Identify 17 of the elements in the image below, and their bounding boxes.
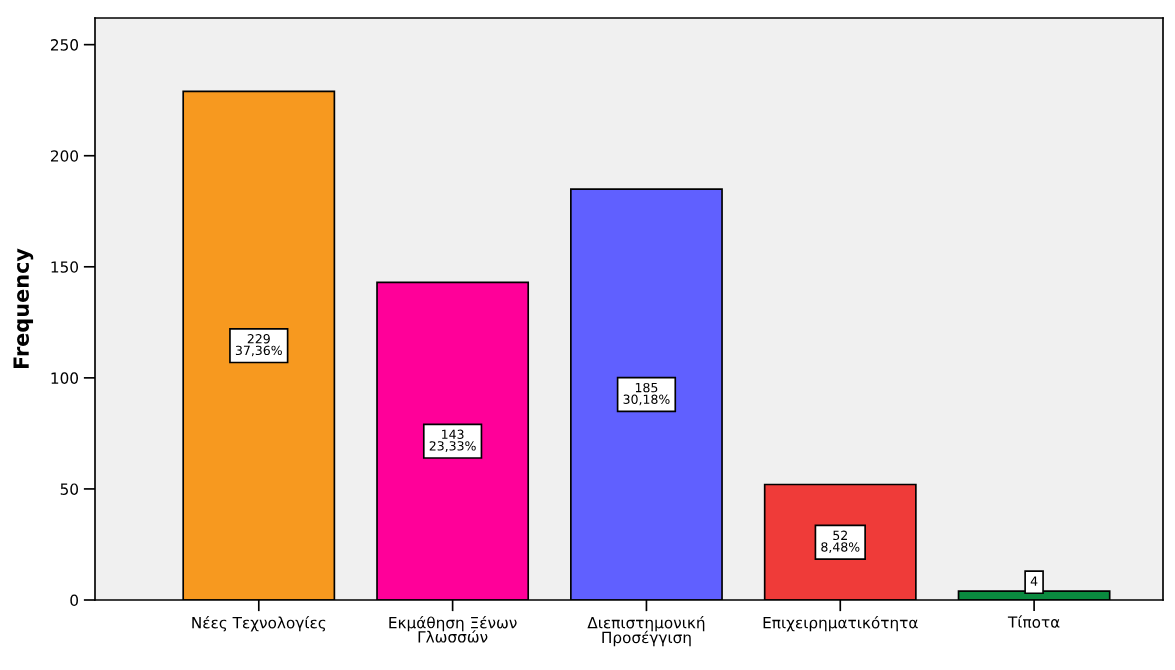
- x-tick-label: Εκμάθηση Ξένων Γλωσσών: [389, 615, 517, 643]
- y-tick-label: 50: [60, 483, 79, 495]
- y-tick-label: 250: [50, 39, 79, 51]
- data-label: 4: [1030, 576, 1038, 586]
- data-label: 229 37,36%: [235, 334, 282, 357]
- y-tick-label: 100: [51, 372, 79, 384]
- x-tick-label: Επιχειρηματικότητα: [763, 615, 918, 632]
- x-tick-label: Τίποτα: [1007, 615, 1060, 628]
- data-label: 52 8,48%: [821, 530, 860, 553]
- y-tick-label: 200: [50, 150, 79, 162]
- y-tick-label: 0: [70, 594, 79, 607]
- data-label: 185 30,18%: [623, 382, 670, 406]
- x-tick-label: Νέες Τεχνολογίες: [192, 615, 326, 632]
- data-label: 143 23,33%: [429, 429, 476, 452]
- y-tick-label: 150: [51, 261, 79, 273]
- x-tick-label: Διεπιστημονική Προσέγγιση: [587, 615, 705, 647]
- y-axis-title: Frequency: [13, 248, 34, 369]
